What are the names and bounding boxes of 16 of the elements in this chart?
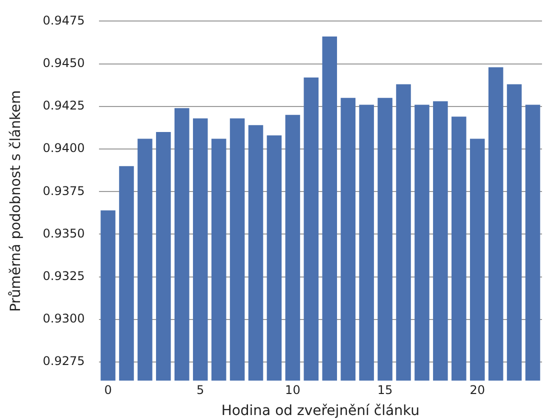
y-tick-label: 0.9425 [42, 98, 85, 113]
x-tick-label: 20 [470, 383, 486, 398]
y-tick-label: 0.9450 [42, 56, 85, 70]
x-axis-title: Hodina od zveřejnění článku [221, 403, 420, 420]
y-tick-label: 0.9275 [42, 354, 85, 368]
y-tick-label: 0.9350 [42, 226, 85, 240]
y-tick-label: 0.9375 [42, 184, 85, 198]
x-tick-label: 0 [104, 383, 112, 398]
x-tick-label: 10 [285, 383, 300, 398]
y-tick-label: 0.9400 [42, 141, 85, 156]
y-tick-label: 0.9325 [42, 268, 85, 283]
x-tick-label: 15 [377, 383, 393, 398]
y-axis-title: Průměrná podobnost s článkem [8, 90, 24, 312]
y-tick-label: 0.9475 [42, 13, 85, 28]
y-tick-label: 0.9300 [42, 312, 85, 326]
x-tick-label: 5 [196, 383, 204, 398]
